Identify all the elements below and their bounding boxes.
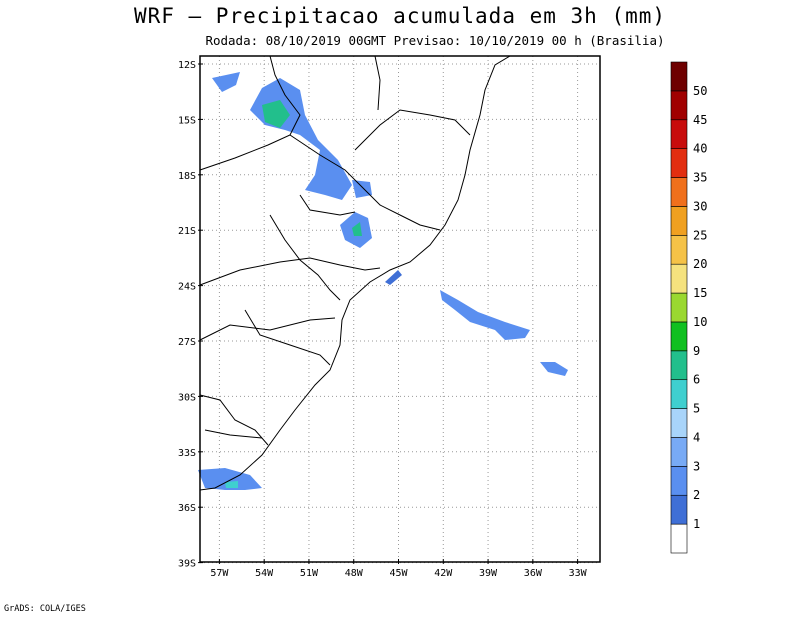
map-subtitle: Rodada: 08/10/2019 00GMT Previsao: 10/10…: [205, 33, 665, 48]
color-bin: [670, 263, 688, 294]
color-level-label: 25: [693, 228, 707, 242]
lat-tick-label: 12S: [178, 60, 196, 71]
color-level-label: 3: [693, 459, 700, 473]
lat-tick-label: 39S: [178, 559, 196, 570]
state-border-8: [199, 317, 336, 341]
rain-area-coast-sp: [385, 270, 402, 285]
color-level-label: 20: [693, 257, 707, 271]
color-bin: [670, 321, 688, 352]
rain-area-minas: [352, 180, 372, 198]
color-bin: [670, 292, 688, 323]
grid-lines: [200, 56, 600, 564]
longitude-labels: 57W 54W 51W 48W 45W 42W 39W 36W 33W: [210, 559, 588, 579]
state-border-7: [269, 214, 341, 301]
coastline: [199, 55, 511, 491]
state-border-9: [244, 309, 331, 366]
color-level-label: 1: [693, 517, 700, 531]
color-level-label: 9: [693, 344, 700, 358]
rain-area-mato-grosso-core: [262, 100, 290, 128]
lon-tick-label: 48W: [345, 568, 364, 579]
map-title: WRF – Precipitacao acumulada em 3h (mm): [133, 4, 667, 28]
lon-tick-label: 51W: [300, 568, 319, 579]
state-border-3: [354, 109, 471, 151]
rain-area-west: [212, 72, 240, 92]
color-level-label: 2: [693, 488, 700, 502]
rain-area-ocean-band: [440, 290, 530, 340]
color-level-label: 35: [693, 171, 707, 185]
color-bin: [670, 466, 688, 496]
precipitation-areas: [198, 72, 568, 490]
color-level-label: 4: [693, 430, 700, 444]
state-border-5: [299, 194, 356, 216]
color-bin: [670, 379, 688, 409]
state-border-2: [289, 134, 441, 231]
grads-credit: GrADS: COLA/IGES: [4, 604, 86, 614]
color-bin: [670, 234, 688, 265]
rain-area-south-core: [225, 481, 238, 488]
color-bin: [670, 408, 688, 438]
lat-tick-label: 15S: [178, 115, 196, 126]
color-level-label: 15: [693, 286, 707, 300]
color-bin: [670, 206, 688, 236]
color-level-label: 45: [693, 113, 707, 127]
lon-tick-label: 33W: [569, 568, 588, 579]
state-border-4: [374, 55, 381, 111]
map-frame: [199, 55, 601, 563]
lat-tick-label: 24S: [178, 282, 196, 293]
color-bin: [670, 90, 688, 121]
rain-area-mato-grosso: [250, 78, 352, 200]
state-border-11: [204, 429, 263, 439]
lon-tick-label: 54W: [255, 568, 274, 579]
rain-area-sp-core: [352, 222, 362, 236]
latitude-labels: 12S 15S 18S 21S 24S 27S 30S 33S 36S 39S: [178, 60, 203, 570]
color-level-label: 6: [693, 373, 700, 387]
color-bin: [670, 350, 688, 381]
lat-tick-label: 27S: [178, 337, 196, 348]
color-level-label: 50: [693, 84, 707, 98]
lon-tick-label: 36W: [524, 568, 543, 579]
color-level-label: 5: [693, 402, 700, 416]
lon-tick-label: 42W: [434, 568, 453, 579]
color-bin: [670, 494, 688, 525]
color-bin: [670, 148, 688, 178]
lat-tick-label: 18S: [178, 171, 196, 182]
color-bin: [670, 177, 688, 207]
lat-tick-label: 36S: [178, 503, 196, 514]
color-bin: [670, 523, 688, 554]
color-bin: [670, 61, 688, 92]
color-level-label: 40: [693, 142, 707, 156]
political-borders: [199, 55, 511, 491]
color-level-label: 30: [693, 199, 707, 213]
state-border-10: [199, 394, 269, 446]
lon-tick-label: 45W: [389, 568, 408, 579]
rain-area-south: [198, 468, 262, 490]
color-bin: [670, 437, 688, 467]
state-border-6: [199, 257, 381, 286]
color-bin: [670, 119, 688, 149]
state-border-1: [199, 55, 301, 171]
rain-area-ocean-east: [540, 362, 568, 376]
lat-tick-label: 30S: [178, 392, 196, 403]
lon-tick-label: 39W: [479, 568, 498, 579]
lat-tick-label: 33S: [178, 448, 196, 459]
lat-tick-label: 21S: [178, 226, 196, 237]
color-level-label: 10: [693, 315, 707, 329]
lon-tick-label: 57W: [210, 568, 229, 579]
